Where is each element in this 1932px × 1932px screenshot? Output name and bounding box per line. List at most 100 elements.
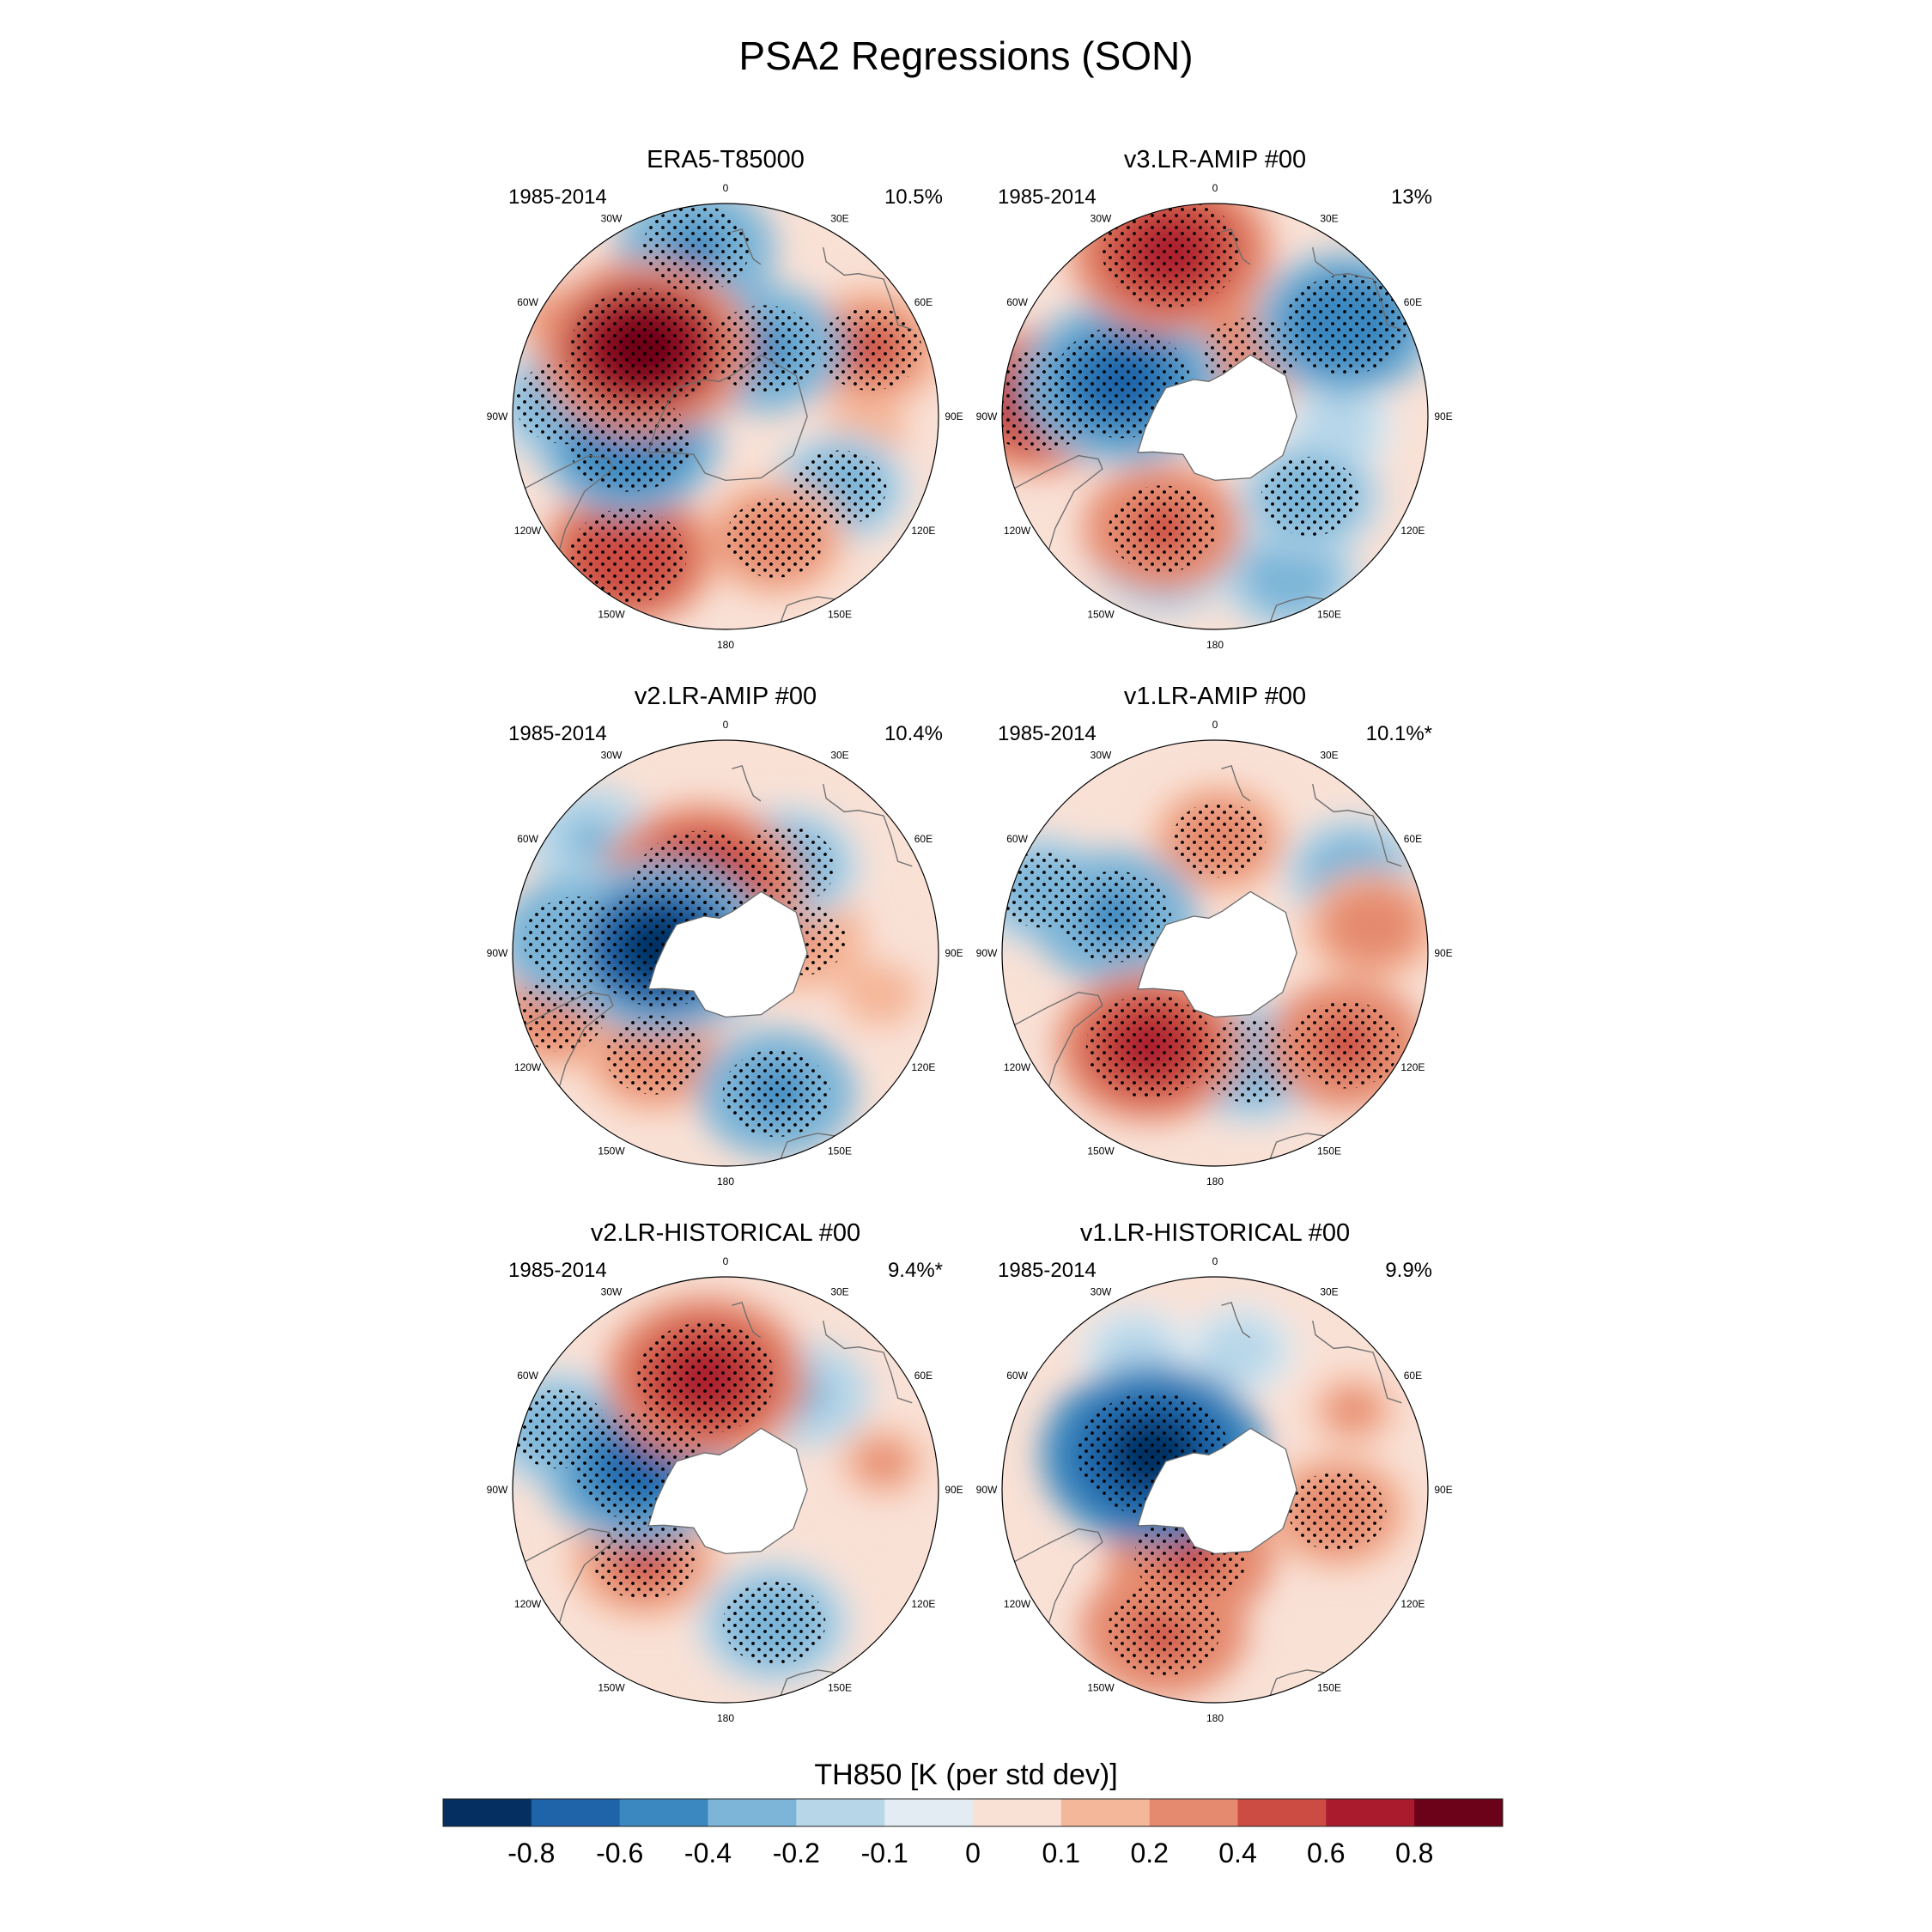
colorbar-swatch xyxy=(619,1799,708,1826)
south-america-coastline xyxy=(1007,991,1103,1095)
map-boundary xyxy=(1001,739,1429,1167)
longitude-label: 0 xyxy=(723,719,729,731)
panel-years: 1985-2014 xyxy=(508,722,607,745)
longitude-label: 60E xyxy=(914,1370,933,1382)
longitude-label: 120E xyxy=(1400,1061,1425,1073)
longitude-label: 60W xyxy=(517,296,538,308)
panel-percent: 10.5% xyxy=(884,185,943,209)
colorbar-swatch xyxy=(973,1799,1062,1826)
longitude-label: 90E xyxy=(1434,1484,1452,1496)
new-zealand-coastline xyxy=(1221,1301,1251,1339)
longitude-label: 60W xyxy=(1006,833,1028,845)
longitude-label: 0 xyxy=(1212,182,1218,194)
longitude-label: 90W xyxy=(976,1484,998,1496)
australia-coastline xyxy=(823,246,913,331)
panel-title: v3.LR-AMIP #00 xyxy=(1123,146,1307,173)
significance-stipple xyxy=(1261,456,1359,537)
longitude-label: 90E xyxy=(945,1484,963,1496)
significance-stipple xyxy=(1291,1000,1400,1089)
panel-title: ERA5-T85000 xyxy=(647,146,805,173)
longitude-label: 180 xyxy=(1206,1176,1224,1188)
africa-coastline xyxy=(780,1669,841,1696)
colorbar-swatch xyxy=(1060,1799,1151,1826)
anomaly-core xyxy=(1329,1390,1377,1430)
longitude-label: 120W xyxy=(1004,1061,1031,1073)
longitude-label: 150W xyxy=(1087,1145,1115,1157)
polar-map: 0 30E 60E 90E 120E 150E 180 150W 120W 90W 60W 30W xyxy=(487,719,963,1188)
significance-stipple xyxy=(570,288,718,408)
significance-stipple xyxy=(1108,1584,1221,1676)
colorbar-swatch xyxy=(443,1799,532,1826)
longitude-label: 150E xyxy=(828,1145,852,1157)
longitude-label: 180 xyxy=(1206,1712,1224,1724)
longitude-label: 0 xyxy=(1212,719,1218,731)
longitude-label: 90E xyxy=(1434,410,1452,422)
longitude-label: 60E xyxy=(1404,1370,1422,1382)
new-zealand-coastline xyxy=(1221,228,1251,265)
colorbar-swatch xyxy=(708,1799,797,1826)
longitude-label: 90W xyxy=(976,947,998,959)
panel-title: v2.LR-HISTORICAL #00 xyxy=(590,1219,861,1247)
africa-coastline xyxy=(1269,596,1330,623)
polar-map: 0 30E 60E 90E 120E 150E 180 150W 120W 90W 60W 30W xyxy=(976,182,1453,651)
significance-stipple xyxy=(568,508,687,604)
colorbar: -0.8 -0.6 -0.4 -0.2 -0.1 0 0.1 0.2 0.4 0.6 0.8 xyxy=(442,1798,1504,1868)
new-zealand-coastline xyxy=(1221,764,1251,802)
colorbar-swatch xyxy=(1237,1799,1327,1826)
panel-years: 1985-2014 xyxy=(998,185,1097,209)
panel-title: v1.LR-AMIP #00 xyxy=(1123,683,1307,710)
longitude-label: 30W xyxy=(1091,750,1112,762)
longitude-label: 150E xyxy=(828,608,852,620)
colorbar-tick-label: -0.6 xyxy=(596,1838,643,1868)
significance-stipple xyxy=(568,392,691,492)
panel-percent: 9.9% xyxy=(1385,1259,1432,1282)
map-panel: 0 30E 60E 90E 120E 150E 180 150W 120W 90W 60W 30W v3… xyxy=(975,146,1455,651)
longitude-label: 150W xyxy=(598,1681,625,1693)
significance-stipple xyxy=(722,1581,826,1665)
map-boundary xyxy=(1001,203,1429,630)
longitude-label: 30W xyxy=(601,213,623,225)
longitude-label: 120E xyxy=(911,1598,935,1610)
longitude-label: 90E xyxy=(945,410,963,422)
colorbar-tick-label: 0.6 xyxy=(1307,1838,1345,1868)
longitude-label: 30W xyxy=(601,750,623,762)
longitude-label: 120W xyxy=(1004,1598,1031,1610)
significance-stipple xyxy=(1102,204,1240,308)
longitude-label: 150W xyxy=(598,608,625,620)
longitude-label: 120E xyxy=(911,525,935,537)
anomaly-core xyxy=(859,1442,907,1482)
polar-map: 0 30E 60E 90E 120E 150E 180 150W 120W 90W 60W 30W xyxy=(976,1255,1453,1724)
significance-stipple xyxy=(1288,1472,1387,1552)
longitude-label: 150E xyxy=(1317,608,1341,620)
main-title: PSA2 Regressions (SON) xyxy=(738,33,1194,78)
colorbar-tick-label: -0.8 xyxy=(507,1838,555,1868)
longitude-label: 30W xyxy=(1091,213,1112,225)
longitude-label: 120E xyxy=(911,1061,935,1073)
longitude-label: 120W xyxy=(514,525,542,537)
australia-coastline xyxy=(1312,246,1402,331)
africa-coastline xyxy=(1269,1669,1330,1696)
longitude-label: 30E xyxy=(1320,750,1338,762)
longitude-label: 30E xyxy=(830,1286,848,1298)
longitude-label: 150E xyxy=(1317,1681,1341,1693)
colorbar-swatch xyxy=(1414,1799,1504,1826)
panel-years: 1985-2014 xyxy=(508,1259,607,1282)
colorbar-tick-label: -0.2 xyxy=(773,1838,820,1868)
longitude-label: 30E xyxy=(1320,1286,1338,1298)
longitude-label: 60E xyxy=(914,833,933,845)
significance-stipple xyxy=(592,1516,696,1601)
antarctica-coastline xyxy=(647,1427,808,1555)
new-zealand-coastline xyxy=(732,228,762,265)
colorbar-swatch xyxy=(1149,1799,1238,1826)
australia-coastline xyxy=(1312,783,1402,867)
panel-years: 1985-2014 xyxy=(998,1259,1097,1282)
significance-stipple xyxy=(818,307,922,391)
longitude-label: 60E xyxy=(1404,833,1422,845)
longitude-label: 60E xyxy=(914,296,933,308)
longitude-label: 60W xyxy=(517,1370,538,1382)
significance-stipple xyxy=(1109,485,1217,573)
longitude-label: 90W xyxy=(487,947,508,959)
longitude-label: 30E xyxy=(830,213,848,225)
colorbar-swatch xyxy=(884,1799,974,1826)
colorbar-tick-label: 0 xyxy=(965,1838,981,1868)
